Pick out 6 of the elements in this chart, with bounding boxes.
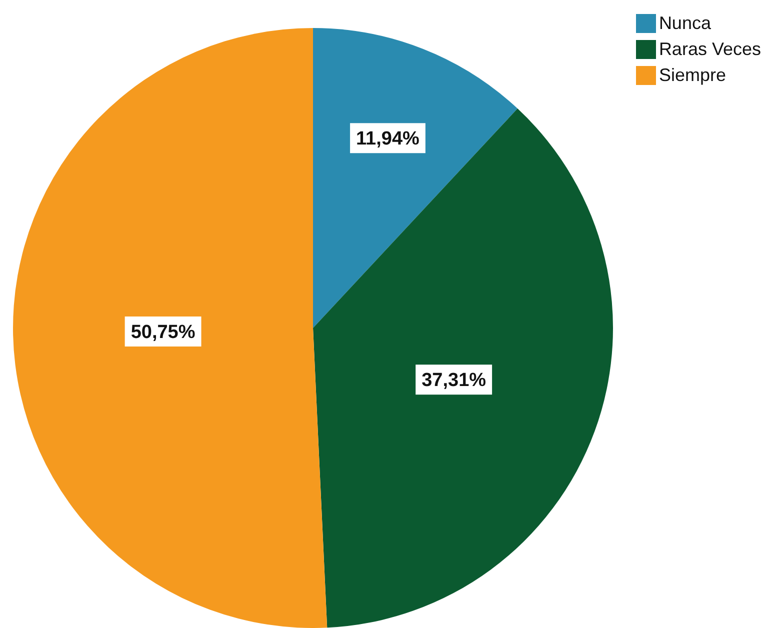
legend-label: Nunca xyxy=(658,13,711,33)
legend-label: Raras Veces xyxy=(658,39,761,59)
data-label: 50,75% xyxy=(130,322,196,343)
data-label: 37,31% xyxy=(422,370,486,391)
legend-label: Siempre xyxy=(658,65,726,85)
data-label: 11,94% xyxy=(356,128,420,150)
